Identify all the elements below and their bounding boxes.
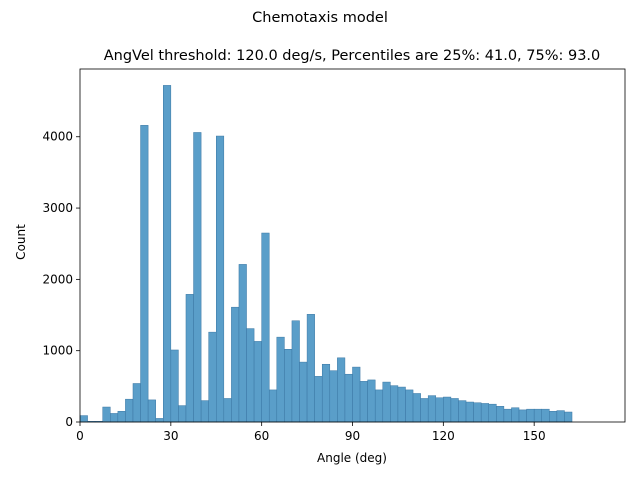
histogram-bar bbox=[223, 398, 232, 423]
histogram-bar bbox=[450, 398, 459, 423]
histogram-bar bbox=[147, 399, 156, 423]
histogram-bar bbox=[382, 381, 391, 423]
histogram-bar bbox=[132, 383, 141, 423]
histogram-bar bbox=[231, 306, 240, 423]
histogram-bar bbox=[412, 393, 421, 423]
histogram-bar bbox=[465, 401, 474, 423]
x-tick-label: 0 bbox=[76, 429, 84, 443]
histogram-bar bbox=[102, 406, 111, 423]
histogram-bar bbox=[268, 389, 278, 423]
histogram-bar bbox=[352, 366, 361, 423]
chart-title: AngVel threshold: 120.0 deg/s, Percentil… bbox=[104, 48, 601, 64]
histogram-bar bbox=[321, 363, 331, 423]
histogram-bar bbox=[420, 398, 429, 423]
x-tick-label: 60 bbox=[254, 429, 269, 443]
y-tick-label: 3000 bbox=[42, 201, 73, 215]
histogram-bar bbox=[556, 410, 565, 423]
histogram-bar bbox=[208, 331, 217, 423]
histogram-bar bbox=[291, 320, 300, 423]
y-axis-label: Count bbox=[14, 224, 28, 260]
figure-suptitle: Chemotaxis model bbox=[252, 10, 388, 26]
histogram-bar bbox=[549, 411, 558, 423]
histogram-bar bbox=[117, 411, 126, 423]
histogram-bar bbox=[193, 132, 202, 423]
histogram-bar bbox=[178, 405, 187, 423]
histogram-bar bbox=[246, 328, 255, 423]
histogram-bar bbox=[390, 385, 399, 423]
x-axis-label: Angle (deg) bbox=[317, 451, 387, 465]
histogram-bar bbox=[564, 411, 573, 423]
histogram-bar bbox=[306, 314, 315, 423]
y-tick-label: 0 bbox=[65, 415, 73, 429]
histogram-bar bbox=[480, 403, 489, 423]
histogram-bar bbox=[526, 408, 535, 423]
histogram-bar bbox=[238, 264, 247, 423]
histogram-bar bbox=[163, 85, 172, 423]
histogram-bar bbox=[503, 408, 512, 423]
histogram-bar bbox=[299, 361, 308, 423]
histogram-bar bbox=[170, 349, 179, 423]
x-tick-label: 120 bbox=[432, 429, 455, 443]
histogram-bar bbox=[337, 357, 346, 423]
histogram-bar bbox=[253, 341, 262, 423]
histogram-bar bbox=[427, 395, 437, 423]
histogram-bar bbox=[276, 336, 285, 423]
histogram-bar bbox=[435, 397, 444, 423]
histogram-bar bbox=[533, 408, 542, 423]
histogram-bar bbox=[125, 398, 134, 423]
histogram-bar bbox=[518, 409, 527, 423]
histogram-bar bbox=[329, 370, 338, 423]
x-tick-label: 150 bbox=[523, 429, 546, 443]
histogram-bar bbox=[397, 386, 406, 423]
axes: 0 30 60 90 120 150 0 1000 2000 3000 4000 bbox=[42, 68, 626, 443]
histogram-bar bbox=[185, 294, 194, 423]
histogram-bar bbox=[284, 349, 293, 423]
histogram-bar bbox=[314, 376, 323, 423]
histogram-bar bbox=[511, 407, 520, 423]
histogram-bar bbox=[110, 413, 119, 423]
histogram-bar bbox=[359, 381, 368, 423]
y-tick-label: 2000 bbox=[42, 272, 73, 286]
histogram-bar bbox=[405, 389, 414, 423]
histogram-bar bbox=[200, 400, 209, 423]
histogram-bar bbox=[458, 400, 467, 423]
histogram-bar bbox=[367, 379, 376, 423]
histogram-bar bbox=[344, 373, 353, 423]
y-tick-label: 1000 bbox=[42, 344, 73, 358]
histogram-bar bbox=[79, 415, 88, 423]
histogram-bar bbox=[140, 125, 149, 423]
histogram-bars bbox=[79, 85, 573, 423]
histogram-bar bbox=[216, 135, 225, 423]
x-tick-label: 30 bbox=[163, 429, 178, 443]
histogram-bar bbox=[443, 396, 452, 423]
x-tick-label: 90 bbox=[345, 429, 360, 443]
histogram-bar bbox=[261, 232, 270, 423]
histogram-bar bbox=[155, 418, 164, 423]
histogram-bar bbox=[473, 402, 482, 423]
histogram-bar bbox=[496, 406, 505, 423]
histogram-bar bbox=[541, 408, 550, 423]
histogram-bar bbox=[488, 403, 497, 423]
histogram-bar bbox=[374, 389, 384, 423]
y-tick-label: 4000 bbox=[42, 130, 73, 144]
